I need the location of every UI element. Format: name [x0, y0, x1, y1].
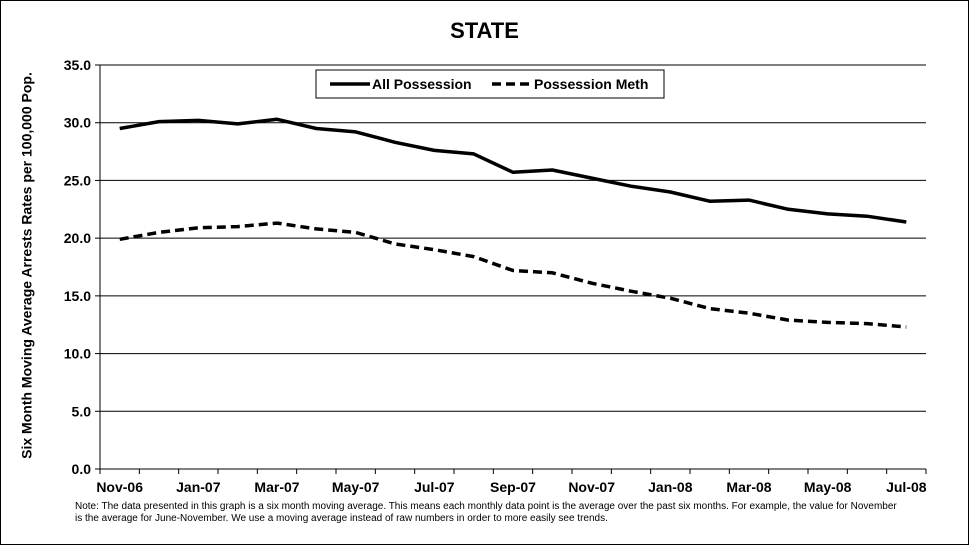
x-tick-label: Mar-07	[254, 479, 299, 495]
gridlines	[100, 64, 926, 412]
axes	[99, 65, 926, 470]
x-tick-label: May-08	[804, 479, 852, 495]
y-tick-label: 5.0	[72, 403, 92, 419]
series-line-possession-meth	[119, 221, 907, 329]
x-tick-label: Jul-07	[414, 479, 455, 495]
x-tick-label: Jan-07	[176, 479, 221, 495]
y-tick-label: 25.0	[64, 172, 91, 188]
chart-note: Note: The data presented in this graph i…	[75, 501, 897, 524]
series-lines	[119, 117, 907, 329]
x-tick-label: Sep-07	[490, 479, 536, 495]
legend-label: All Possession	[372, 76, 472, 92]
legend: All Possession Possession Meth	[315, 69, 665, 99]
legend-box	[315, 69, 665, 99]
x-tick-label: Nov-07	[568, 479, 615, 495]
x-axis-ticks: Nov-06 Jan-07 Mar-07 May-07 Jul-07 Sep-07 Nov-…	[96, 469, 927, 495]
chart-title: STATE	[450, 18, 519, 43]
y-tick-label: 35.0	[64, 57, 91, 73]
y-axis-ticks: 0.0 5.0 10.0 15.0 20.0 25.0 30.0 35.0	[64, 57, 100, 477]
legend-label: Possession Meth	[534, 76, 648, 92]
x-tick-label: Mar-08	[726, 479, 771, 495]
y-tick-label: 0.0	[72, 461, 92, 477]
x-tick-label: May-07	[332, 479, 380, 495]
y-tick-label: 10.0	[64, 346, 91, 362]
y-tick-label: 15.0	[64, 288, 91, 304]
x-tick-label: Jan-08	[648, 479, 693, 495]
y-tick-label: 30.0	[64, 115, 91, 131]
y-tick-label: 20.0	[64, 230, 91, 246]
x-tick-label: Jul-08	[886, 479, 927, 495]
x-tick-label: Nov-06	[96, 479, 143, 495]
series-line-all-possession	[119, 117, 907, 224]
